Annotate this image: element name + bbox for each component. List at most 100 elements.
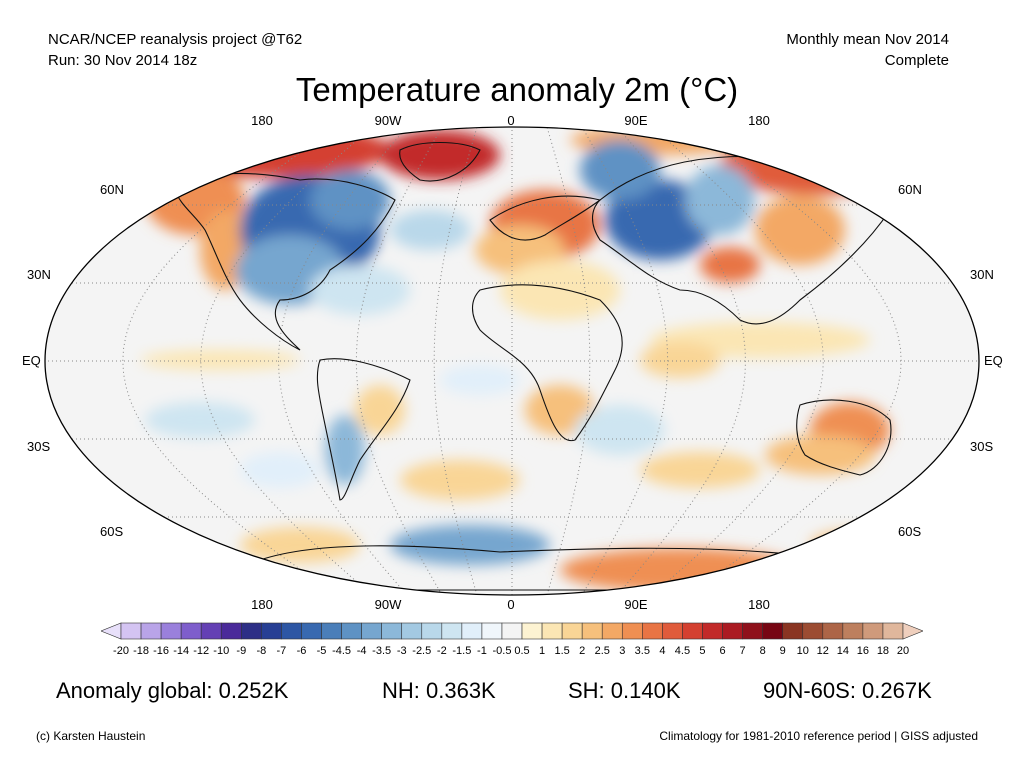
colorbar-swatch [160, 622, 182, 640]
colorbar-swatch [421, 622, 443, 640]
colorbar-swatch [180, 622, 202, 640]
lon-label-top-5: 180 [748, 113, 770, 128]
meridian-line [277, 127, 408, 595]
colorbar-tick-label: -18 [133, 645, 149, 657]
colorbar-tick-label: 6 [719, 645, 726, 657]
colorbar-swatch [702, 622, 723, 640]
colorbar-swatch [120, 622, 142, 640]
colorbar-swatch [642, 622, 663, 640]
colorbar-swatch [241, 622, 262, 640]
colorbar-tick-label: 9 [779, 645, 786, 657]
stat-sh: SH: 0.140K [568, 678, 681, 703]
colorbar-tick-label: 20 [896, 645, 910, 657]
period-text: Monthly mean Nov 2014 [786, 31, 949, 48]
lon-label-top-4: 90E [624, 113, 648, 128]
header-right: Monthly mean Nov 2014 Complete [786, 29, 949, 71]
colorbar-swatch [581, 622, 603, 640]
colorbar-swatch [561, 622, 583, 640]
colorbar [101, 622, 923, 640]
colorbar-high-arrow [902, 622, 923, 640]
colorbar-swatch [301, 622, 322, 640]
colorbar-swatch [441, 622, 463, 640]
colorbar-tick-label: 4.5 [674, 645, 691, 657]
colorbar-tick-label: -0.5 [492, 645, 512, 657]
north-america-outline [174, 172, 396, 351]
colorbar-tick-label: -1 [477, 645, 487, 657]
colorbar-swatch [882, 622, 904, 640]
colorbar-tick-label: -10 [213, 645, 230, 657]
lat-label-left-eq: EQ [22, 353, 41, 368]
greenland-outline [399, 141, 481, 182]
lon-label-top-3: 0 [507, 113, 515, 128]
colorbar-tick-label: -8 [256, 645, 267, 657]
colorbar-tick-label: -16 [153, 645, 170, 657]
australia-outline [796, 399, 892, 476]
colorbar-swatch [501, 622, 523, 640]
lon-label-bottom-2: 90W [374, 597, 402, 612]
lat-label-right-eq: EQ [984, 353, 1003, 368]
lat-label-right-60s: 60S [898, 524, 922, 539]
lon-label-bottom-4: 90E [624, 597, 648, 612]
colorbar-swatch [261, 622, 282, 640]
colorbar-swatch [381, 622, 403, 640]
lat-label-left-30s: 30S [27, 439, 51, 454]
colorbar-swatch [601, 622, 623, 640]
colorbar-swatch [842, 622, 864, 640]
colorbar-tick-label: -6 [296, 645, 307, 657]
colorbar-swatch [662, 622, 683, 640]
meridian-line [616, 127, 747, 595]
colorbar-swatch [521, 622, 543, 640]
colorbar-swatch [722, 622, 743, 640]
colorbar-tick-label: 3 [619, 645, 626, 657]
stat-global: Anomaly global: 0.252K [56, 678, 289, 703]
colorbar-swatch [782, 622, 804, 640]
header-left: NCAR/NCEP reanalysis project @T62 Run: 3… [48, 29, 302, 71]
colorbar-swatch [401, 622, 423, 640]
stat-nh: NH: 0.363K [382, 678, 496, 703]
source-text: NCAR/NCEP reanalysis project @T62 [48, 31, 303, 48]
meridian-line [581, 127, 669, 595]
colorbar-swatch [762, 622, 783, 640]
colorbar-swatch [742, 622, 763, 640]
colorbar-tick-label: 14 [836, 645, 849, 657]
lat-label-left-60n: 60N [100, 182, 124, 197]
run-text: Run: 30 Nov 2014 18z [48, 52, 198, 69]
colorbar-tick-label: -20 [113, 645, 129, 657]
colorbar-tick-label: 12 [816, 645, 829, 657]
colorbar-tick-label: 16 [856, 645, 870, 657]
meridian-line [686, 127, 902, 595]
colorbar-tick-label: 1.5 [554, 645, 570, 657]
lat-label-right-30n: 30N [970, 267, 994, 282]
map-title: Temperature anomaly 2m (°C) [295, 71, 739, 108]
colorbar-tick-label: 1 [539, 645, 546, 657]
colorbar-tick-labels: -20 -18 -16 -14 -12 -10 -9 -8 -7 -6 -5 -4.5 -4 -3.5 -3… [0, 645, 1024, 661]
colorbar-swatch [281, 622, 302, 640]
colorbar-swatch [621, 622, 643, 640]
colorbar-swatch [341, 622, 362, 640]
credit-text: (c) Karsten Haustein [36, 729, 146, 743]
lon-label-top-2: 90W [374, 113, 402, 128]
colorbar-swatch [461, 622, 483, 640]
colorbar-swatch [541, 622, 563, 640]
colorbar-tick-label: 5 [699, 645, 706, 657]
lat-label-left-60s: 60S [100, 524, 124, 539]
colorbar-tick-label: 18 [876, 645, 890, 657]
south-america-outline [316, 358, 411, 501]
colorbar-tick-label: 10 [796, 645, 809, 657]
colorbar-tick-label: -1.5 [452, 645, 472, 657]
colorbar-swatch [200, 622, 222, 640]
lat-label-left-30n: 30N [27, 267, 51, 282]
africa-outline [471, 284, 623, 442]
europe-outline [489, 195, 602, 241]
colorbar-swatch [321, 622, 342, 640]
colorbar-tick-label: -4.5 [332, 645, 352, 657]
colorbar-tick-label: -3.5 [372, 645, 392, 657]
colorbar-swatch [220, 622, 242, 640]
colorbar-tick-label: -3 [396, 645, 407, 657]
graticule [45, 127, 979, 595]
lat-label-right-60n: 60N [898, 182, 922, 197]
meridian-line [200, 127, 373, 595]
lon-label-bottom-3: 0 [507, 597, 515, 612]
colorbar-tick-label: 2 [579, 645, 586, 657]
colorbar-tick-label: -7 [276, 645, 287, 657]
